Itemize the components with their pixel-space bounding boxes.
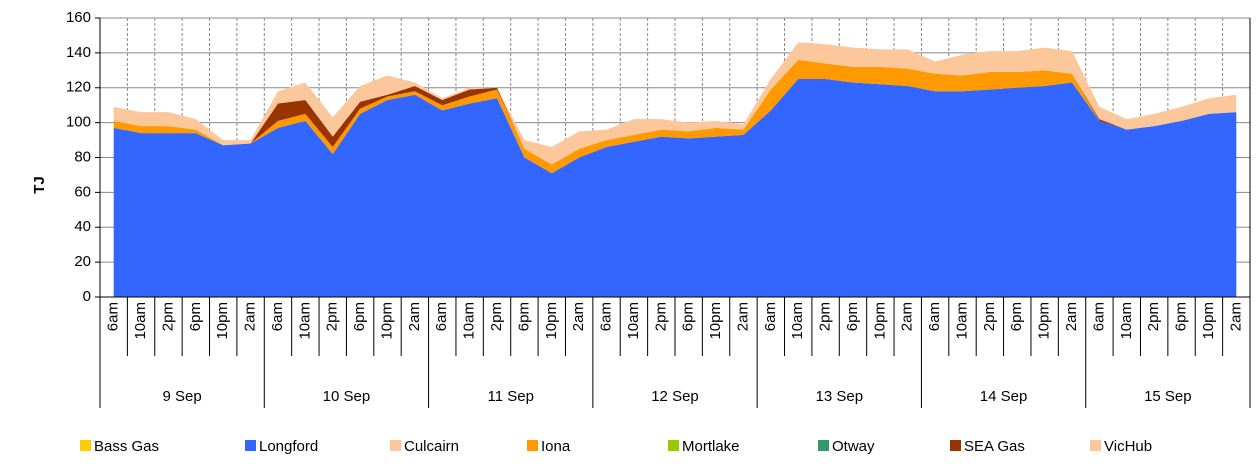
x-tick-label: 6am bbox=[762, 302, 779, 331]
x-tick-label: 2pm bbox=[1145, 302, 1162, 331]
x-tick-label: 10am bbox=[132, 302, 149, 340]
x-tick-label: 6am bbox=[598, 302, 615, 331]
x-group-label: 14 Sep bbox=[980, 388, 1028, 405]
y-tick-label: 20 bbox=[74, 253, 91, 270]
x-tick-label: 2am bbox=[1063, 302, 1080, 331]
area bbox=[113, 59, 1237, 174]
x-tick-label: 6am bbox=[433, 302, 450, 331]
legend-swatch bbox=[245, 440, 256, 451]
x-tick-label: 2pm bbox=[488, 302, 505, 331]
legend-swatch bbox=[950, 440, 961, 451]
x-tick-label: 2am bbox=[242, 302, 259, 331]
x-tick-label: 10pm bbox=[707, 302, 724, 340]
y-tick-label: 80 bbox=[74, 148, 91, 165]
x-tick-label: 10am bbox=[789, 302, 806, 340]
x-tick-label: 10am bbox=[953, 302, 970, 340]
x-group-label: 15 Sep bbox=[1144, 388, 1192, 405]
x-group-label: 11 Sep bbox=[487, 388, 533, 405]
x-tick-label: 10pm bbox=[378, 302, 395, 340]
x-tick-label: 2am bbox=[899, 302, 916, 331]
y-tick-label: 140 bbox=[66, 44, 91, 61]
x-tick-label: 6pm bbox=[680, 302, 697, 331]
legend-label: Otway bbox=[832, 438, 875, 455]
x-tick-label: 6pm bbox=[187, 302, 204, 331]
x-tick-label: 2pm bbox=[159, 302, 176, 331]
x-tick-label: 6am bbox=[926, 302, 943, 331]
x-group-label: 12 Sep bbox=[651, 388, 699, 405]
y-tick-label: 160 bbox=[66, 9, 91, 26]
area bbox=[113, 42, 1237, 165]
legend-label: Iona bbox=[541, 438, 571, 455]
x-tick-label: 6am bbox=[269, 302, 286, 331]
y-tick-label: 0 bbox=[83, 288, 91, 305]
x-tick-label: 10am bbox=[1118, 302, 1135, 340]
x-tick-label: 2pm bbox=[324, 302, 341, 331]
y-axis-label: TJ bbox=[31, 176, 48, 194]
x-tick-label: 6pm bbox=[1173, 302, 1190, 331]
legend-label: Culcairn bbox=[404, 438, 459, 455]
x-tick-label: 6am bbox=[105, 302, 122, 331]
x-tick-label: 6pm bbox=[844, 302, 861, 331]
y-tick-label: 40 bbox=[74, 218, 91, 235]
x-tick-label: 2am bbox=[406, 302, 423, 331]
x-tick-label: 10am bbox=[461, 302, 478, 340]
legend-label: VicHub bbox=[1104, 438, 1152, 455]
x-tick-label: 6am bbox=[1090, 302, 1107, 331]
x-tick-label: 2am bbox=[734, 302, 751, 331]
x-tick-label: 2am bbox=[1227, 302, 1244, 331]
x-tick-label: 10pm bbox=[1036, 302, 1053, 340]
legend-swatch bbox=[80, 440, 91, 451]
x-group-label: 9 Sep bbox=[163, 388, 202, 405]
x-tick-label: 2am bbox=[570, 302, 587, 331]
x-tick-label: 2pm bbox=[652, 302, 669, 331]
x-tick-label: 10am bbox=[625, 302, 642, 340]
x-tick-label: 10pm bbox=[871, 302, 888, 340]
legend-swatch bbox=[1090, 440, 1101, 451]
legend-swatch bbox=[390, 440, 401, 451]
y-tick-label: 120 bbox=[66, 79, 91, 96]
x-tick-label: 10pm bbox=[1200, 302, 1217, 340]
x-group-label: 13 Sep bbox=[816, 388, 864, 405]
x-tick-label: 2pm bbox=[981, 302, 998, 331]
legend-label: Bass Gas bbox=[94, 438, 159, 455]
x-tick-label: 6pm bbox=[351, 302, 368, 331]
x-tick-label: 10pm bbox=[543, 302, 560, 340]
legend-swatch bbox=[818, 440, 829, 451]
legend-swatch bbox=[527, 440, 538, 451]
x-tick-label: 2pm bbox=[817, 302, 834, 331]
x-tick-label: 6pm bbox=[1008, 302, 1025, 331]
x-tick-label: 6pm bbox=[515, 302, 532, 331]
legend-label: Mortlake bbox=[682, 438, 740, 455]
legend-label: Longford bbox=[259, 438, 318, 455]
x-tick-label: 10pm bbox=[214, 302, 231, 340]
y-tick-label: 100 bbox=[66, 114, 91, 131]
legend-swatch bbox=[668, 440, 679, 451]
x-tick-label: 10am bbox=[296, 302, 313, 340]
x-group-label: 10 Sep bbox=[323, 388, 371, 405]
area bbox=[113, 79, 1237, 297]
y-tick-label: 60 bbox=[74, 183, 91, 200]
legend-label: SEA Gas bbox=[964, 438, 1025, 455]
